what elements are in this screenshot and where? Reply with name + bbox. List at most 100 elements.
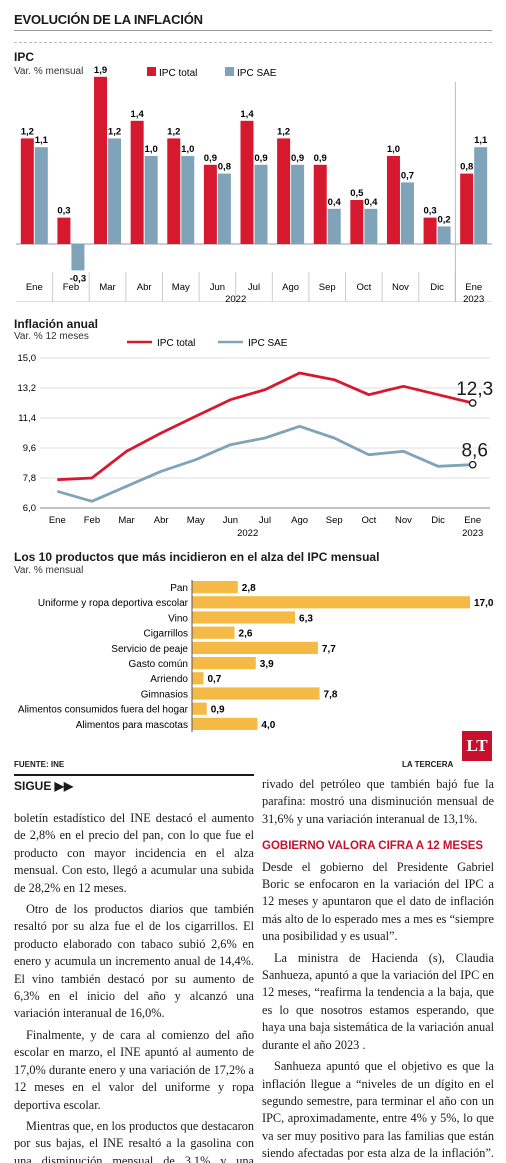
category-label: Alimentos para mascotas — [76, 720, 188, 731]
data-label: 0,9 — [211, 705, 225, 716]
tick-label: Sep — [326, 515, 343, 526]
tick-label: Ago — [282, 282, 299, 293]
data-label: 2,6 — [239, 629, 253, 640]
bar — [313, 164, 327, 244]
tick-label: Mar — [99, 282, 115, 293]
annual-chart-title: Inflación anual — [14, 317, 99, 331]
section-title: EVOLUCIÓN DE LA INFLACIÓN — [14, 12, 203, 27]
ipc-chart-title: IPC — [14, 50, 35, 64]
brand-name: LA TERCERA — [402, 760, 454, 769]
tick-label: 15,0 — [18, 353, 37, 364]
category-label: Gimnasios — [141, 689, 188, 700]
category-label: Arriendo — [150, 674, 188, 685]
tick-label: Ene — [49, 515, 66, 526]
bar — [364, 208, 378, 244]
tick-label: Sep — [319, 282, 336, 293]
bar — [57, 217, 71, 244]
tick-label: Jun — [210, 282, 225, 293]
tick-label: Dic — [430, 282, 444, 293]
year-label: 2022 — [225, 294, 246, 302]
bar — [423, 217, 437, 244]
data-label: 1,2 — [108, 126, 121, 137]
legend-label: IPC SAE — [237, 68, 277, 79]
bar — [386, 156, 400, 244]
data-label: 2,8 — [242, 583, 256, 594]
tick-label: Jul — [248, 282, 260, 293]
bar — [192, 687, 320, 700]
tick-label: Ene — [464, 515, 481, 526]
data-label: 0,3 — [57, 206, 70, 217]
bar — [192, 641, 318, 654]
bar — [192, 657, 256, 670]
data-label: 1,9 — [94, 65, 107, 76]
data-label: 0,9 — [291, 153, 304, 164]
data-label: 3,9 — [260, 659, 274, 670]
bar — [71, 244, 85, 271]
article-paragraph: La ministra de Hacienda (s), Claudia San… — [262, 950, 494, 1052]
title-rule-dashed — [14, 42, 492, 43]
article-right-column: rivado del petróleo que también bajó fue… — [262, 776, 494, 1163]
bar — [437, 226, 451, 244]
legend-label: IPC SAE — [248, 338, 288, 349]
data-label: 7,8 — [324, 689, 338, 700]
bar — [20, 138, 34, 244]
bar — [240, 120, 254, 244]
data-label: 0,4 — [328, 197, 342, 208]
data-label: 1,1 — [474, 135, 488, 146]
products-chart-subtitle: Var. % mensual — [14, 565, 84, 576]
data-label: 1,4 — [131, 109, 145, 120]
data-label: 0,9 — [254, 153, 267, 164]
article-paragraph: Desde el gobierno del Presidente Gabriel… — [262, 859, 494, 944]
tick-label: Jul — [259, 515, 271, 526]
bar — [192, 672, 204, 685]
bar — [167, 138, 181, 244]
article-text: Sanhueza apuntó que el objetivo es que l… — [262, 1059, 494, 1161]
data-label: 1,2 — [21, 126, 34, 137]
data-label: 1,1 — [35, 135, 49, 146]
bar — [327, 208, 341, 244]
tick-label: Feb — [63, 282, 79, 293]
bar — [192, 626, 235, 639]
article-paragraph: rivado del petróleo que también bajó fue… — [262, 777, 494, 826]
category-label: Pan — [170, 583, 188, 594]
tick-label: 6,0 — [23, 503, 36, 514]
data-label: 0,8 — [460, 162, 473, 173]
sigue-label: SIGUE ▶▶ — [14, 779, 74, 793]
tick-label: May — [187, 515, 205, 526]
bar — [192, 581, 238, 594]
article-left-column: boletín estadístico del INE destacó el a… — [14, 810, 254, 1163]
lt-logo: LT — [462, 731, 492, 761]
year-label: 2022 — [237, 528, 258, 539]
category-label: Servicio de peaje — [111, 644, 188, 655]
end-point — [468, 460, 477, 469]
data-label: -0,3 — [70, 273, 86, 284]
tick-label: Jun — [223, 515, 238, 526]
tick-label: Dic — [431, 515, 445, 526]
sigue-rule — [14, 774, 254, 776]
bar — [34, 147, 48, 244]
data-label: 0,7 — [207, 674, 221, 685]
tick-label: 11,4 — [18, 413, 36, 424]
legend-swatch-ipc-sae — [225, 67, 234, 76]
data-label: 0,3 — [423, 206, 436, 217]
data-label: 1,0 — [387, 144, 400, 155]
end-point — [468, 399, 477, 407]
tick-label: Ene — [26, 282, 43, 293]
article-paragraph: Mientras que, en los productos que desta… — [14, 1118, 254, 1163]
data-label: 7,7 — [322, 644, 336, 655]
legend-label: IPC total — [159, 68, 197, 79]
category-label: Uniforme y ropa deportiva escolar — [38, 598, 189, 609]
source-note: FUENTE: INE — [14, 760, 65, 769]
series-line — [56, 424, 473, 503]
bar — [474, 147, 488, 244]
tick-label: Abr — [137, 282, 152, 293]
bar — [400, 182, 414, 244]
tick-label: Oct — [356, 282, 371, 293]
data-label: 0,4 — [364, 197, 378, 208]
bar — [94, 76, 108, 244]
bar — [291, 164, 305, 244]
bar — [192, 596, 470, 609]
bar — [460, 173, 474, 244]
tick-label: Ene — [465, 282, 482, 293]
legend-swatch-ipc-total — [147, 67, 156, 76]
